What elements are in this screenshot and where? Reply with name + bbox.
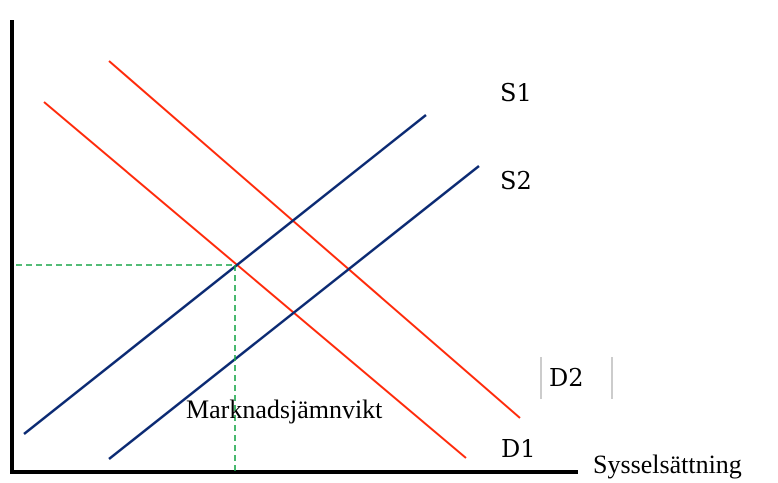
label-s2: S2 [500, 167, 532, 195]
supply-curve-s1 [23, 114, 427, 435]
demand-curve-d1 [43, 101, 467, 459]
label-d2: D2 [549, 364, 584, 392]
equilibrium-label: Marknadsjämnvikt [186, 395, 383, 424]
label-s1: S1 [500, 79, 532, 107]
supply-curve-s2 [108, 165, 480, 460]
label-d1: D1 [501, 435, 536, 463]
x-axis-label: Sysselsättning [593, 450, 742, 479]
demand-curve-d2 [108, 60, 521, 419]
